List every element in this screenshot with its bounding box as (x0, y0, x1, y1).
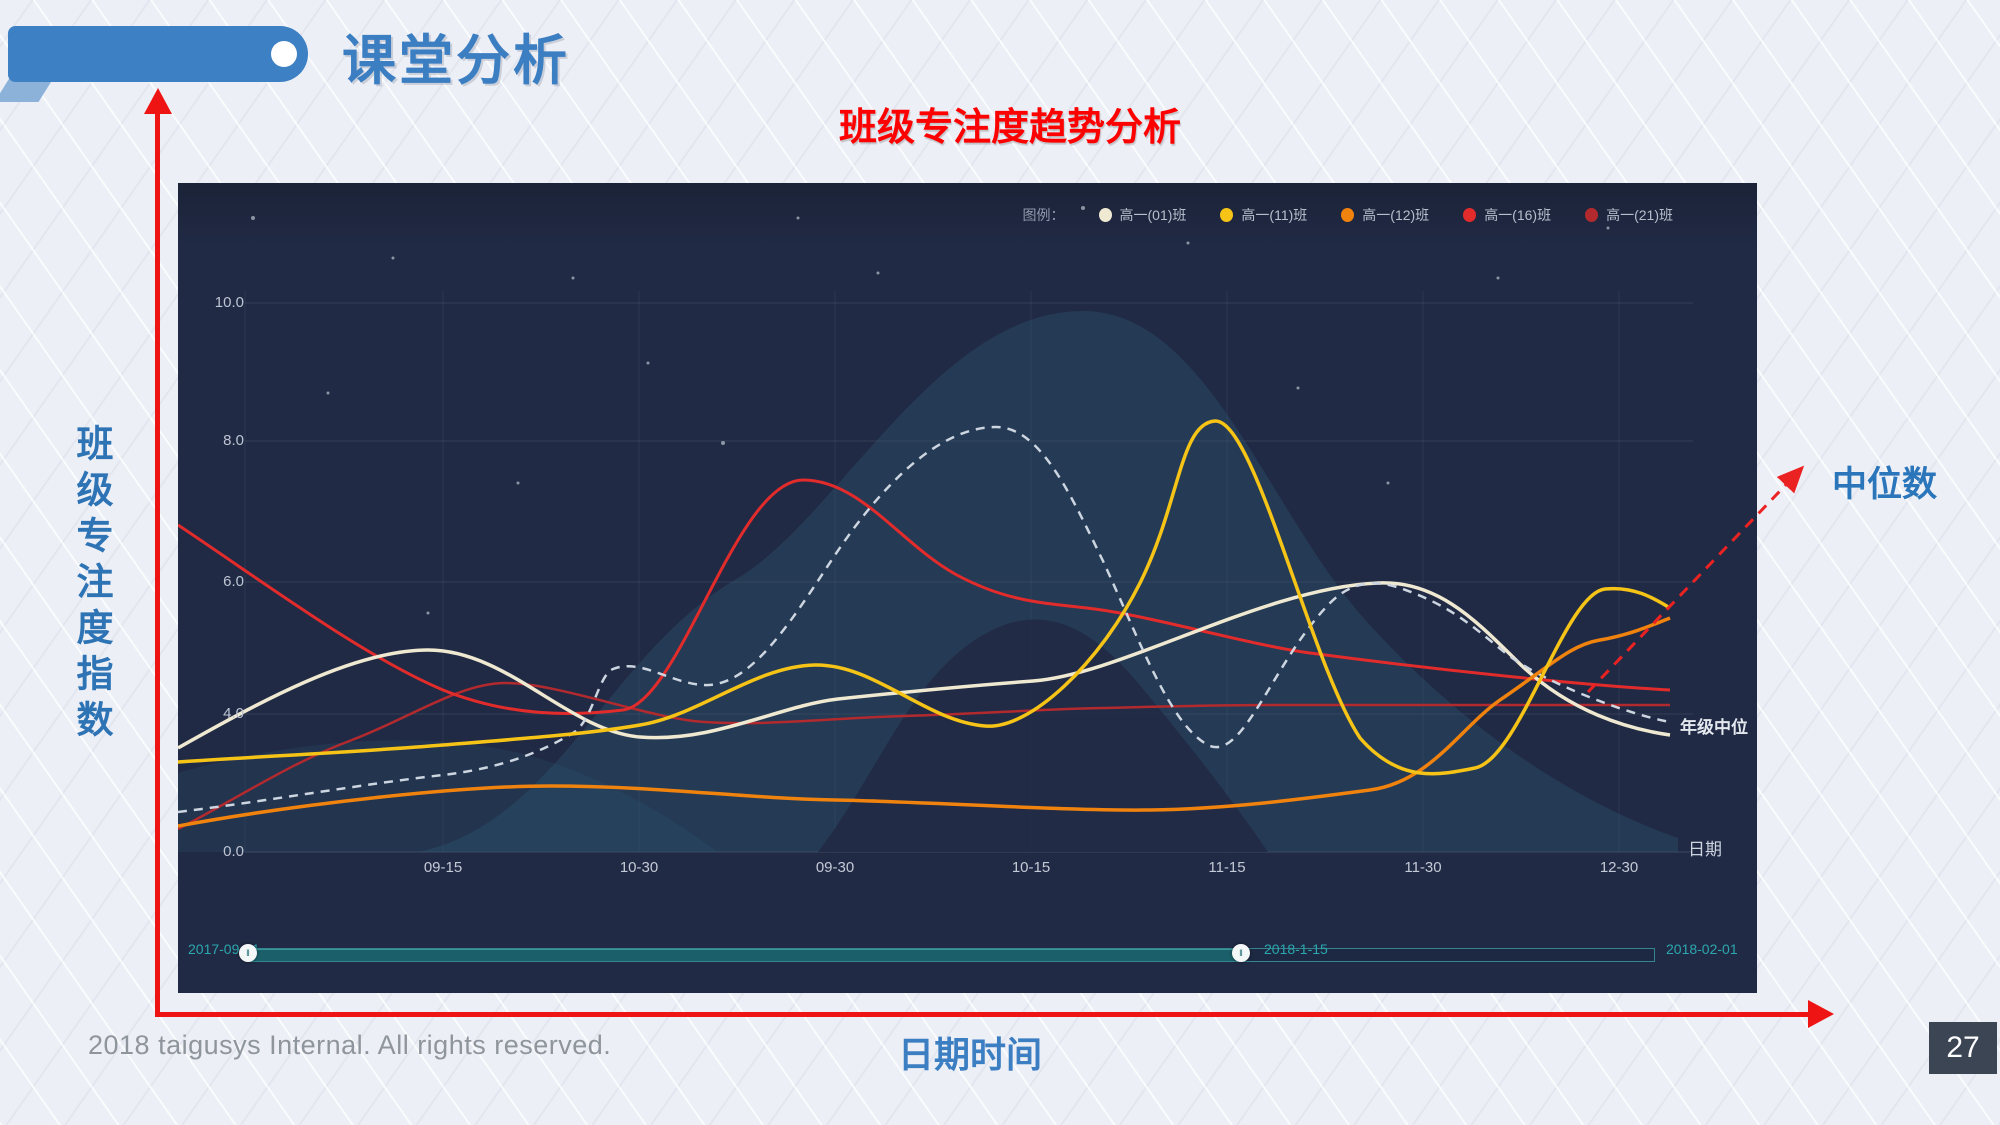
slider-handle-right[interactable]: ‖ (1232, 944, 1250, 962)
legend-item-label: 高一(21)班 (1606, 207, 1673, 223)
chart-legend: 图例： 高一(01)班 高一(11)班 高一(12)班 高一(16)班 高一(2… (1023, 205, 1673, 225)
background-wave-shape (418, 311, 1678, 852)
x-tick-label: 09-30 (815, 859, 855, 876)
grade-median-label: 年级中位 (1680, 718, 1748, 737)
legend-item-label: 高一(11)班 (1241, 207, 1308, 223)
slider-current-date: 2018-1-15 (1264, 941, 1328, 957)
background-wave-cutout (818, 619, 1268, 852)
y-axis-arrowhead-icon (144, 88, 172, 114)
series-grade-median-line (178, 425, 1671, 814)
page-title: 课堂分析 (342, 31, 570, 91)
bullet-dot-icon (271, 41, 297, 67)
x-tick-label: 10-30 (619, 859, 659, 876)
legend-item-class16[interactable]: 高一(16)班 (1463, 205, 1551, 225)
x-tick-label: 11-15 (1208, 859, 1246, 876)
y-tick-label: 10.0 (214, 294, 244, 311)
page-number-badge: 27 (1929, 1022, 1997, 1074)
red-y-axis-line (155, 112, 160, 1017)
x-tick-label: 11-30 (1404, 859, 1442, 876)
y-tick-label: 4.0 (223, 705, 244, 722)
slider-end-date: 2018-02-01 (1666, 941, 1738, 957)
legend-item-class11[interactable]: 高一(11)班 (1220, 205, 1307, 225)
y-tick-label: 0.0 (223, 843, 244, 860)
y-tick-label: 6.0 (223, 573, 244, 590)
date-axis-label: 日期 (1688, 840, 1722, 859)
legend-dot-icon (1463, 208, 1477, 222)
red-x-axis-line (155, 1012, 1813, 1017)
legend-item-label: 高一(16)班 (1484, 207, 1552, 223)
series-class12-line (178, 616, 1671, 828)
star-dots (251, 206, 1610, 615)
x-tick-label: 12-30 (1599, 859, 1639, 876)
slider-handle-left[interactable]: ‖ (239, 944, 257, 962)
legend-dot-icon (1341, 208, 1355, 222)
median-callout-label: 中位数 (1832, 465, 1938, 504)
dashboard-chart-panel: 图例： 高一(01)班 高一(11)班 高一(12)班 高一(16)班 高一(2… (178, 183, 1757, 993)
date-range-slider-fill (248, 949, 1241, 961)
legend-item-label: 高一(12)班 (1362, 207, 1430, 223)
x-tick-label: 10-15 (1011, 859, 1051, 876)
date-range-slider-track[interactable] (247, 948, 1655, 962)
background-wave-left (178, 740, 718, 852)
legend-item-class12[interactable]: 高一(12)班 (1341, 205, 1429, 225)
trend-line-plot (178, 206, 1693, 853)
x-tick-label: 09-15 (423, 859, 463, 876)
footer-copyright: 2018 taigusys Internal. All rights reser… (88, 1030, 612, 1060)
legend-caption: 图例： (1022, 207, 1065, 223)
chart-title: 班级专注度趋势分析 (838, 107, 1181, 149)
legend-dot-icon (1585, 208, 1599, 222)
x-axis-title: 日期时间 (898, 1034, 1043, 1075)
y-axis-title: 班级专注度指数 (71, 424, 112, 746)
legend-dot-icon (1098, 208, 1112, 222)
series-class11-line (178, 419, 1671, 776)
series-class21-line (178, 681, 1670, 831)
x-axis-arrowhead-icon (1808, 1000, 1834, 1028)
series-class16-line (178, 478, 1671, 715)
median-dashed-arrow (1586, 465, 1805, 694)
series-class01-line (178, 581, 1671, 750)
legend-item-label: 高一(01)班 (1119, 207, 1187, 223)
legend-dot-icon (1220, 208, 1234, 222)
y-tick-label: 8.0 (223, 432, 244, 449)
grid-vertical-lines (244, 291, 1620, 852)
legend-item-class21[interactable]: 高一(21)班 (1585, 205, 1673, 225)
legend-item-class01[interactable]: 高一(01)班 (1098, 205, 1187, 225)
header-bullet-icon (8, 26, 308, 82)
